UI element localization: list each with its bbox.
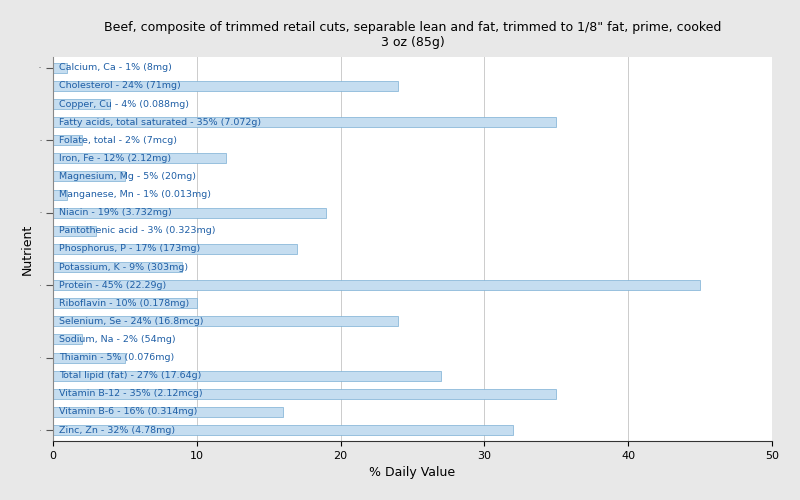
Bar [53, 352, 125, 362]
Bar [53, 136, 82, 145]
Text: Riboflavin - 10% (0.178mg): Riboflavin - 10% (0.178mg) [58, 298, 189, 308]
Bar [53, 154, 226, 164]
Bar [53, 63, 67, 73]
Bar [53, 208, 326, 218]
Text: Pantothenic acid - 3% (0.323mg): Pantothenic acid - 3% (0.323mg) [58, 226, 215, 235]
Text: Potassium, K - 9% (303mg): Potassium, K - 9% (303mg) [58, 262, 188, 272]
Text: Zinc, Zn - 32% (4.78mg): Zinc, Zn - 32% (4.78mg) [58, 426, 175, 434]
Text: Magnesium, Mg - 5% (20mg): Magnesium, Mg - 5% (20mg) [58, 172, 196, 181]
Bar [53, 370, 442, 380]
Bar [53, 389, 557, 399]
Bar [53, 172, 125, 181]
Bar [53, 425, 514, 435]
Bar [53, 407, 283, 417]
Bar [53, 190, 67, 200]
Text: Total lipid (fat) - 27% (17.64g): Total lipid (fat) - 27% (17.64g) [58, 371, 201, 380]
Bar [53, 280, 700, 290]
Bar [53, 334, 82, 344]
X-axis label: % Daily Value: % Daily Value [370, 466, 456, 479]
Bar [53, 262, 182, 272]
Text: Cholesterol - 24% (71mg): Cholesterol - 24% (71mg) [58, 82, 181, 90]
Text: Manganese, Mn - 1% (0.013mg): Manganese, Mn - 1% (0.013mg) [58, 190, 210, 199]
Text: Copper, Cu - 4% (0.088mg): Copper, Cu - 4% (0.088mg) [58, 100, 189, 108]
Text: Sodium, Na - 2% (54mg): Sodium, Na - 2% (54mg) [58, 335, 175, 344]
Text: Phosphorus, P - 17% (173mg): Phosphorus, P - 17% (173mg) [58, 244, 200, 254]
Text: Folate, total - 2% (7mcg): Folate, total - 2% (7mcg) [58, 136, 177, 145]
Bar [53, 226, 96, 236]
Text: Vitamin B-6 - 16% (0.314mg): Vitamin B-6 - 16% (0.314mg) [58, 408, 197, 416]
Text: Niacin - 19% (3.732mg): Niacin - 19% (3.732mg) [58, 208, 171, 217]
Text: Vitamin B-12 - 35% (2.12mcg): Vitamin B-12 - 35% (2.12mcg) [58, 390, 202, 398]
Text: Iron, Fe - 12% (2.12mg): Iron, Fe - 12% (2.12mg) [58, 154, 171, 163]
Title: Beef, composite of trimmed retail cuts, separable lean and fat, trimmed to 1/8" : Beef, composite of trimmed retail cuts, … [104, 21, 722, 49]
Bar [53, 244, 298, 254]
Bar [53, 81, 398, 91]
Text: Fatty acids, total saturated - 35% (7.072g): Fatty acids, total saturated - 35% (7.07… [58, 118, 261, 126]
Text: Selenium, Se - 24% (16.8mcg): Selenium, Se - 24% (16.8mcg) [58, 317, 203, 326]
Bar [53, 117, 557, 127]
Y-axis label: Nutrient: Nutrient [21, 224, 34, 274]
Bar [53, 99, 110, 109]
Text: Thiamin - 5% (0.076mg): Thiamin - 5% (0.076mg) [58, 353, 174, 362]
Text: Calcium, Ca - 1% (8mg): Calcium, Ca - 1% (8mg) [58, 64, 171, 72]
Text: Protein - 45% (22.29g): Protein - 45% (22.29g) [58, 280, 166, 289]
Bar [53, 298, 197, 308]
Bar [53, 316, 398, 326]
